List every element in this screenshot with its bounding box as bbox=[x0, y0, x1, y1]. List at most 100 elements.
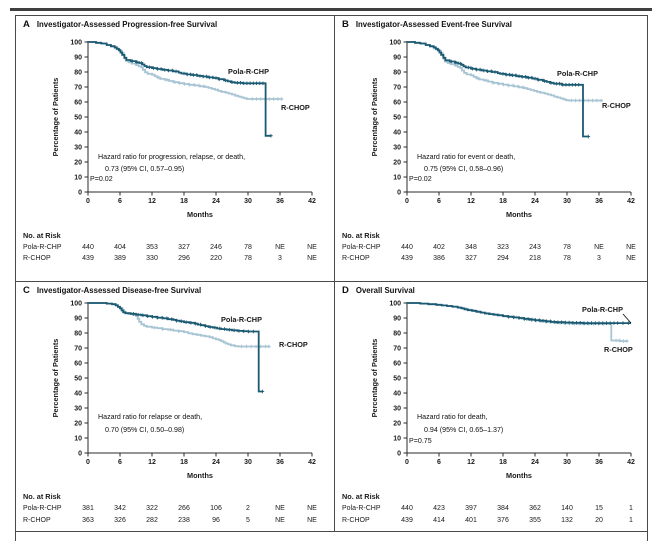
risk-value: 440 bbox=[82, 244, 94, 251]
panel-D-letter: D bbox=[342, 285, 349, 296]
risk-value: 330 bbox=[146, 255, 158, 262]
risk-value: 78 bbox=[563, 244, 571, 251]
x-tick-label: 30 bbox=[563, 198, 571, 205]
panel-D-header: D Overall Survival bbox=[342, 285, 415, 296]
y-tick-label: 90 bbox=[393, 316, 401, 323]
risk-value: NE bbox=[307, 255, 317, 262]
y-tick-label: 40 bbox=[74, 391, 82, 398]
hazard-ratio-text: 0.94 (95% CI, 0.65–1.37) bbox=[424, 426, 503, 434]
risk-value: 294 bbox=[497, 255, 509, 262]
risk-value: 353 bbox=[146, 244, 158, 251]
hazard-ratio-text: 0.75 (95% CI, 0.58–0.96) bbox=[424, 165, 503, 173]
panel-A-letter: A bbox=[23, 19, 30, 30]
x-tick-label: 0 bbox=[86, 459, 90, 466]
risk-value: 327 bbox=[465, 255, 477, 262]
hazard-ratio-text: Hazard ratio for relapse or death, bbox=[98, 413, 202, 421]
y-tick-label: 80 bbox=[74, 70, 82, 77]
figure-box: A Investigator-Assessed Progression-free… bbox=[15, 15, 648, 541]
panel-A-chart: 0 10 20 30 40 50 60 70 80 90 100 0 6 12 18 24 30 36 42 Perc… bbox=[23, 40, 317, 262]
risk-value: 355 bbox=[529, 517, 541, 524]
x-tick-label: 0 bbox=[86, 198, 90, 205]
y-axis-title: Percentage of Patients bbox=[370, 339, 379, 418]
x-tick-label: 42 bbox=[308, 459, 316, 466]
panel-B-letter: B bbox=[342, 19, 349, 30]
panel-C: C Investigator-Assessed Disease-free Sur… bbox=[16, 282, 335, 532]
risk-row-name: R-CHOP bbox=[342, 517, 370, 524]
y-tick-label: 40 bbox=[393, 391, 401, 398]
y-tick-label: 20 bbox=[74, 160, 82, 167]
y-axis-title: Percentage of Patients bbox=[51, 339, 60, 418]
risk-row-name: Pola-R-CHP bbox=[23, 244, 62, 251]
y-tick-label: 70 bbox=[74, 85, 82, 92]
risk-value: 20 bbox=[595, 517, 603, 524]
risk-table-title: No. at Risk bbox=[342, 492, 381, 501]
hazard-ratio-text: P=0.02 bbox=[409, 175, 432, 183]
risk-table-title: No. at Risk bbox=[23, 231, 62, 240]
pola-r-chp-curve-label: Pola-R-CHP bbox=[557, 69, 598, 78]
x-tick-label: 30 bbox=[244, 459, 252, 466]
panel-A: A Investigator-Assessed Progression-free… bbox=[16, 16, 335, 282]
panel-D: D Overall Survival 0 10 20 30 40 50 60 70 80 90 10… bbox=[335, 282, 647, 532]
x-tick-label: 24 bbox=[212, 198, 220, 205]
risk-value: 96 bbox=[212, 517, 220, 524]
panel-D-chart: 0 10 20 30 40 50 60 70 80 90 100 0 6 12 18 24 30 36 42 Perc… bbox=[342, 301, 635, 524]
y-tick-label: 50 bbox=[393, 115, 401, 122]
risk-value: 362 bbox=[529, 505, 541, 512]
x-tick-label: 12 bbox=[148, 198, 156, 205]
risk-value: 282 bbox=[146, 517, 158, 524]
panel-D-title: Overall Survival bbox=[355, 286, 415, 295]
panel-C-letter: C bbox=[23, 285, 30, 296]
y-tick-label: 30 bbox=[74, 406, 82, 413]
x-axis-title: Months bbox=[506, 471, 532, 480]
panel-A-header: A Investigator-Assessed Progression-free… bbox=[23, 19, 217, 30]
r-chop-curve-label: R-CHOP bbox=[281, 103, 310, 112]
hazard-ratio-text: P=0.75 bbox=[409, 437, 432, 445]
y-tick-label: 20 bbox=[393, 160, 401, 167]
panel-B: B Investigator-Assessed Event-free Survi… bbox=[335, 16, 647, 282]
x-tick-label: 42 bbox=[308, 198, 316, 205]
x-tick-label: 24 bbox=[531, 459, 539, 466]
risk-value: 132 bbox=[561, 517, 573, 524]
x-axis-title: Months bbox=[187, 210, 213, 219]
figure-top-rule bbox=[10, 8, 652, 11]
y-axis-title: Percentage of Patients bbox=[51, 78, 60, 157]
panel-B-header: B Investigator-Assessed Event-free Survi… bbox=[342, 19, 512, 30]
x-tick-label: 18 bbox=[180, 198, 188, 205]
risk-value: 386 bbox=[433, 255, 445, 262]
risk-value: 3 bbox=[278, 255, 282, 262]
x-tick-label: 24 bbox=[531, 198, 539, 205]
risk-value: 327 bbox=[178, 244, 190, 251]
risk-value: NE bbox=[275, 517, 285, 524]
y-tick-label: 60 bbox=[393, 361, 401, 368]
risk-value: 404 bbox=[114, 244, 126, 251]
risk-value: 5 bbox=[246, 517, 250, 524]
risk-value: 439 bbox=[82, 255, 94, 262]
x-axis-title: Months bbox=[506, 210, 532, 219]
risk-value: 78 bbox=[244, 244, 252, 251]
r-chop-curve-label: R-CHOP bbox=[604, 345, 633, 354]
risk-table-title: No. at Risk bbox=[342, 231, 381, 240]
x-tick-label: 30 bbox=[244, 198, 252, 205]
risk-value: 397 bbox=[465, 505, 477, 512]
x-tick-label: 42 bbox=[627, 459, 635, 466]
panel-C-header: C Investigator-Assessed Disease-free Sur… bbox=[23, 285, 201, 296]
y-tick-label: 0 bbox=[397, 451, 401, 458]
risk-value: 238 bbox=[178, 517, 190, 524]
risk-row-name: R-CHOP bbox=[23, 517, 51, 524]
y-tick-label: 100 bbox=[70, 301, 82, 308]
y-tick-label: 100 bbox=[389, 40, 401, 47]
panel-A-title: Investigator-Assessed Progression-free S… bbox=[36, 20, 218, 29]
y-tick-label: 20 bbox=[393, 421, 401, 428]
x-tick-label: 36 bbox=[276, 198, 284, 205]
risk-value: 439 bbox=[401, 517, 413, 524]
risk-value: 322 bbox=[146, 505, 158, 512]
risk-value: 384 bbox=[497, 505, 509, 512]
risk-value: 401 bbox=[465, 517, 477, 524]
risk-value: 243 bbox=[529, 244, 541, 251]
x-tick-label: 18 bbox=[499, 459, 507, 466]
y-tick-label: 60 bbox=[74, 100, 82, 107]
pola-r-chp-curve bbox=[88, 41, 271, 137]
x-tick-label: 18 bbox=[180, 459, 188, 466]
panel-B-title: Investigator-Assessed Event-free Surviva… bbox=[355, 20, 512, 29]
risk-value: NE bbox=[307, 244, 317, 251]
